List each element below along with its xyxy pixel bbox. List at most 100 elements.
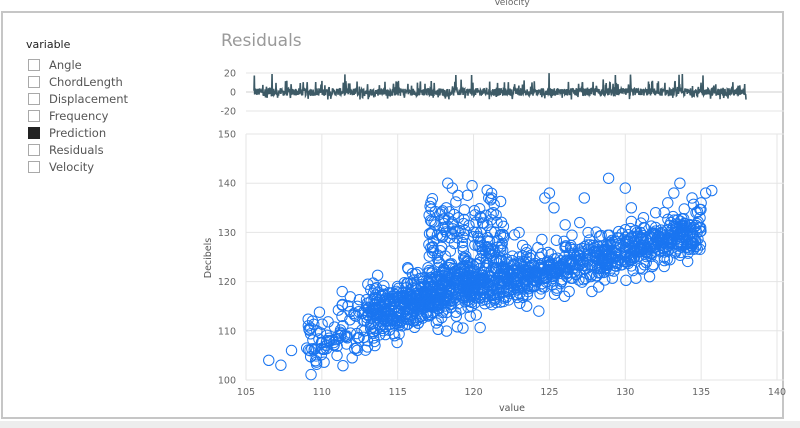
legend-checkbox-chordlength[interactable] [28,75,40,88]
scatter-point [589,241,601,253]
scatter-point [310,358,323,370]
scatter-point [559,219,571,231]
scatter-point [595,229,607,242]
scatter-point [498,275,510,288]
scatter-point [456,236,469,249]
residual-y-tick-label: 20 [224,69,236,80]
legend-checkbox-displacement[interactable] [28,92,40,105]
scatter-point [304,344,316,357]
scatter-point [285,344,298,357]
scatter-point [667,233,679,245]
scatter-point [449,265,461,277]
scatter-point [517,289,529,302]
scatter-point [517,255,530,267]
scatter-point [536,247,548,260]
scatter-points [263,172,718,381]
scatter-point [562,266,574,279]
scatter-point [634,226,647,239]
scatter-point [649,237,661,249]
scatter-point [555,275,568,288]
scatter-point [532,241,544,254]
scatter-point [574,246,586,258]
scatter-point [407,299,419,312]
scatter-point [454,262,467,275]
legend-checkbox-angle[interactable] [28,58,40,71]
scatter-point [670,237,683,249]
scatter-point [474,321,486,334]
legend-item-residuals[interactable]: Residuals [26,141,128,158]
residual-y-tick-label: 0 [230,88,236,99]
legend-item-angle[interactable]: Angle [26,56,128,73]
scatter-point [607,236,619,248]
scatter-x-tick-label: 135 [692,387,710,398]
scatter-point [495,254,508,266]
scatter-point [388,330,401,342]
scatter-point [448,237,461,250]
scatter-point [593,262,606,275]
scatter-point [359,344,372,356]
scatter-point [573,274,585,286]
scatter-point [458,204,471,216]
scatter-point [316,337,328,349]
scatter-point [606,272,619,284]
scatter-y-tick-label: 100 [218,376,236,387]
scatter-point [634,262,647,274]
scatter-point [631,246,644,258]
scatter-point [381,315,393,327]
scatter-point [547,275,559,287]
scatter-point [481,219,494,232]
scatter-point [300,342,313,354]
scatter-point [622,238,635,251]
scatter-point [536,233,548,246]
x-axis-title: value [499,403,525,414]
legend-item-chordlength[interactable]: ChordLength [26,73,128,90]
scatter-point [430,296,443,308]
scatter-point [671,214,684,226]
legend-checkbox-prediction[interactable] [28,126,40,139]
legend-checkbox-residuals[interactable] [28,143,40,156]
scatter-point [391,336,403,349]
legend-label-frequency: Frequency [49,108,109,123]
legend-checkbox-velocity[interactable] [28,160,40,173]
scatter-point [475,211,487,224]
scatter-point [385,314,398,327]
scatter-x-tick-label: 140 [768,387,786,398]
scatter-y-tick-label: 120 [218,277,236,288]
legend-checkbox-frequency[interactable] [28,109,40,122]
scatter-point [620,251,632,263]
scatter-point [479,298,491,310]
scatter-point [384,298,396,310]
scatter-point [328,321,341,333]
scatter-y-tick-label: 110 [218,326,236,337]
variable-legend: variable Angle ChordLength Displacement … [26,38,128,175]
scatter-point [400,281,413,294]
y-axis-title: Decibels [203,238,214,279]
scatter-point [685,239,697,252]
scatter-point [545,248,557,260]
scatter-point [424,214,437,227]
scatter-point [445,295,457,307]
scatter-point [606,234,618,247]
scatter-point [470,258,482,271]
scatter-point [533,259,545,271]
scatter-point [550,234,563,246]
scatter-point [513,226,525,239]
scatter-point [678,238,690,251]
scatter-point [656,236,668,248]
scatter-point [596,261,609,273]
scatter-point [401,318,413,331]
scatter-point [432,256,445,268]
scatter-point [593,230,606,243]
legend-item-frequency[interactable]: Frequency [26,107,128,124]
scatter-point [486,192,498,204]
legend-item-prediction[interactable]: Prediction [26,124,128,141]
legend-item-velocity[interactable]: Velocity [26,158,128,175]
scatter-point [263,354,275,367]
scatter-point [467,275,480,288]
legend-item-displacement[interactable]: Displacement [26,90,128,107]
scatter-point [425,280,437,293]
scatter-point [649,221,662,234]
scatter-point [636,229,649,242]
scatter-point [502,285,515,298]
scatter-point [336,285,348,298]
